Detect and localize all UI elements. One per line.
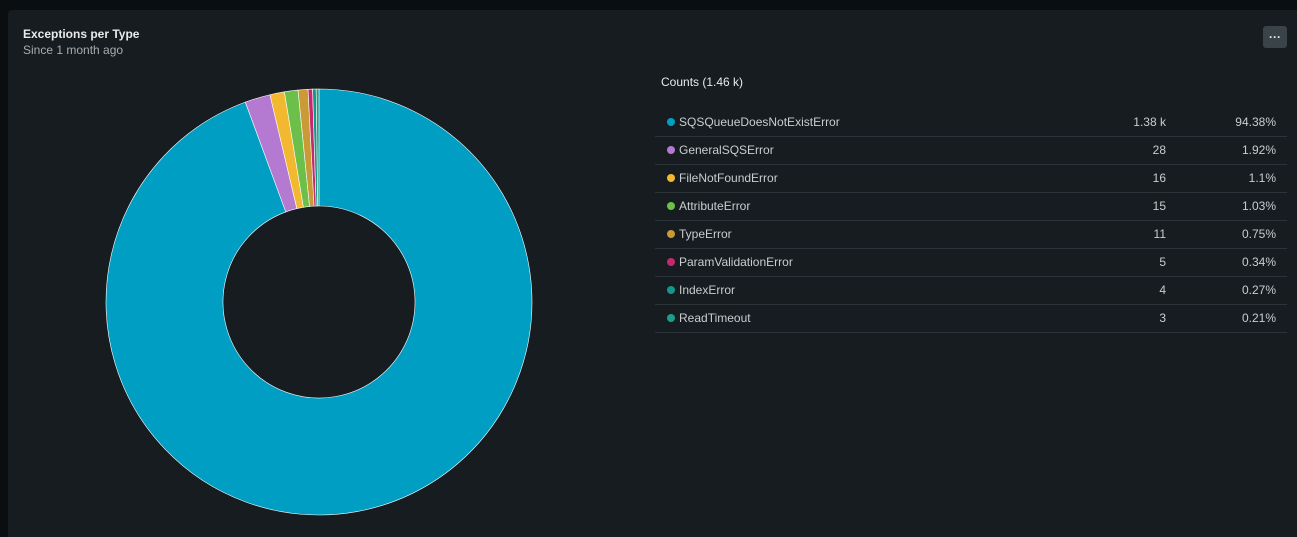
- legend-label: SQSQueueDoesNotExistError: [679, 115, 840, 129]
- legend-percent: 0.34%: [1241, 255, 1276, 269]
- legend-row[interactable]: GeneralSQSError 28 1.92%: [655, 137, 1287, 165]
- legend-row[interactable]: ParamValidationError 5 0.34%: [655, 249, 1287, 277]
- legend-swatch-icon: [667, 230, 675, 238]
- legend-swatch-icon: [667, 258, 675, 266]
- legend-count: 4: [1159, 283, 1166, 297]
- legend-count: 1.38 k: [1133, 115, 1166, 129]
- widget-subtitle: Since 1 month ago: [23, 43, 124, 57]
- legend-label: IndexError: [679, 283, 736, 297]
- donut-slice-0[interactable]: [105, 88, 533, 516]
- legend-label: ReadTimeout: [679, 311, 751, 325]
- donut-slice-7[interactable]: [315, 88, 320, 207]
- legend-rows: SQSQueueDoesNotExistError 1.38 k 94.38% Gen…: [655, 109, 1287, 333]
- legend-percent: 1.92%: [1241, 143, 1276, 157]
- legend-label: AttributeError: [679, 199, 751, 213]
- legend-label: ParamValidationError: [679, 255, 793, 269]
- legend-label: TypeError: [679, 227, 732, 241]
- legend-row[interactable]: FileNotFoundError 16 1.1%: [655, 165, 1287, 193]
- donut-chart: [105, 88, 533, 516]
- legend-percent: 94.38%: [1235, 115, 1276, 129]
- legend-count: 3: [1159, 311, 1166, 325]
- legend-row[interactable]: IndexError 4 0.27%: [655, 277, 1287, 305]
- legend-row[interactable]: ReadTimeout 3 0.21%: [655, 305, 1287, 333]
- legend-swatch-icon: [667, 202, 675, 210]
- legend-swatch-icon: [667, 118, 675, 126]
- legend-percent: 0.75%: [1241, 227, 1276, 241]
- legend-percent: 0.21%: [1241, 311, 1276, 325]
- legend-label: GeneralSQSError: [679, 143, 774, 157]
- legend-row[interactable]: SQSQueueDoesNotExistError 1.38 k 94.38%: [655, 109, 1287, 137]
- legend-count: 15: [1152, 199, 1166, 213]
- chart-widget: Exceptions per Type Since 1 month ago ··…: [8, 10, 1297, 537]
- legend-table: Counts (1.46 k) SQSQueueDoesNotExistErro…: [655, 72, 1287, 333]
- more-options-button[interactable]: ···: [1263, 26, 1287, 48]
- legend-percent: 1.1%: [1248, 171, 1276, 185]
- legend-swatch-icon: [667, 314, 675, 322]
- legend-row[interactable]: TypeError 11 0.75%: [655, 221, 1287, 249]
- ellipsis-icon: ···: [1269, 30, 1281, 44]
- legend-swatch-icon: [667, 174, 675, 182]
- legend-percent: 0.27%: [1241, 283, 1276, 297]
- legend-swatch-icon: [667, 286, 675, 294]
- legend-swatch-icon: [667, 146, 675, 154]
- legend-row[interactable]: AttributeError 15 1.03%: [655, 193, 1287, 221]
- legend-percent: 1.03%: [1241, 199, 1276, 213]
- legend-count: 11: [1153, 227, 1166, 241]
- legend-label: FileNotFoundError: [679, 171, 778, 185]
- legend-header: Counts (1.46 k): [661, 75, 744, 89]
- legend-count: 16: [1152, 171, 1166, 185]
- legend-count: 5: [1159, 255, 1166, 269]
- widget-title: Exceptions per Type: [23, 27, 140, 41]
- legend-count: 28: [1152, 143, 1166, 157]
